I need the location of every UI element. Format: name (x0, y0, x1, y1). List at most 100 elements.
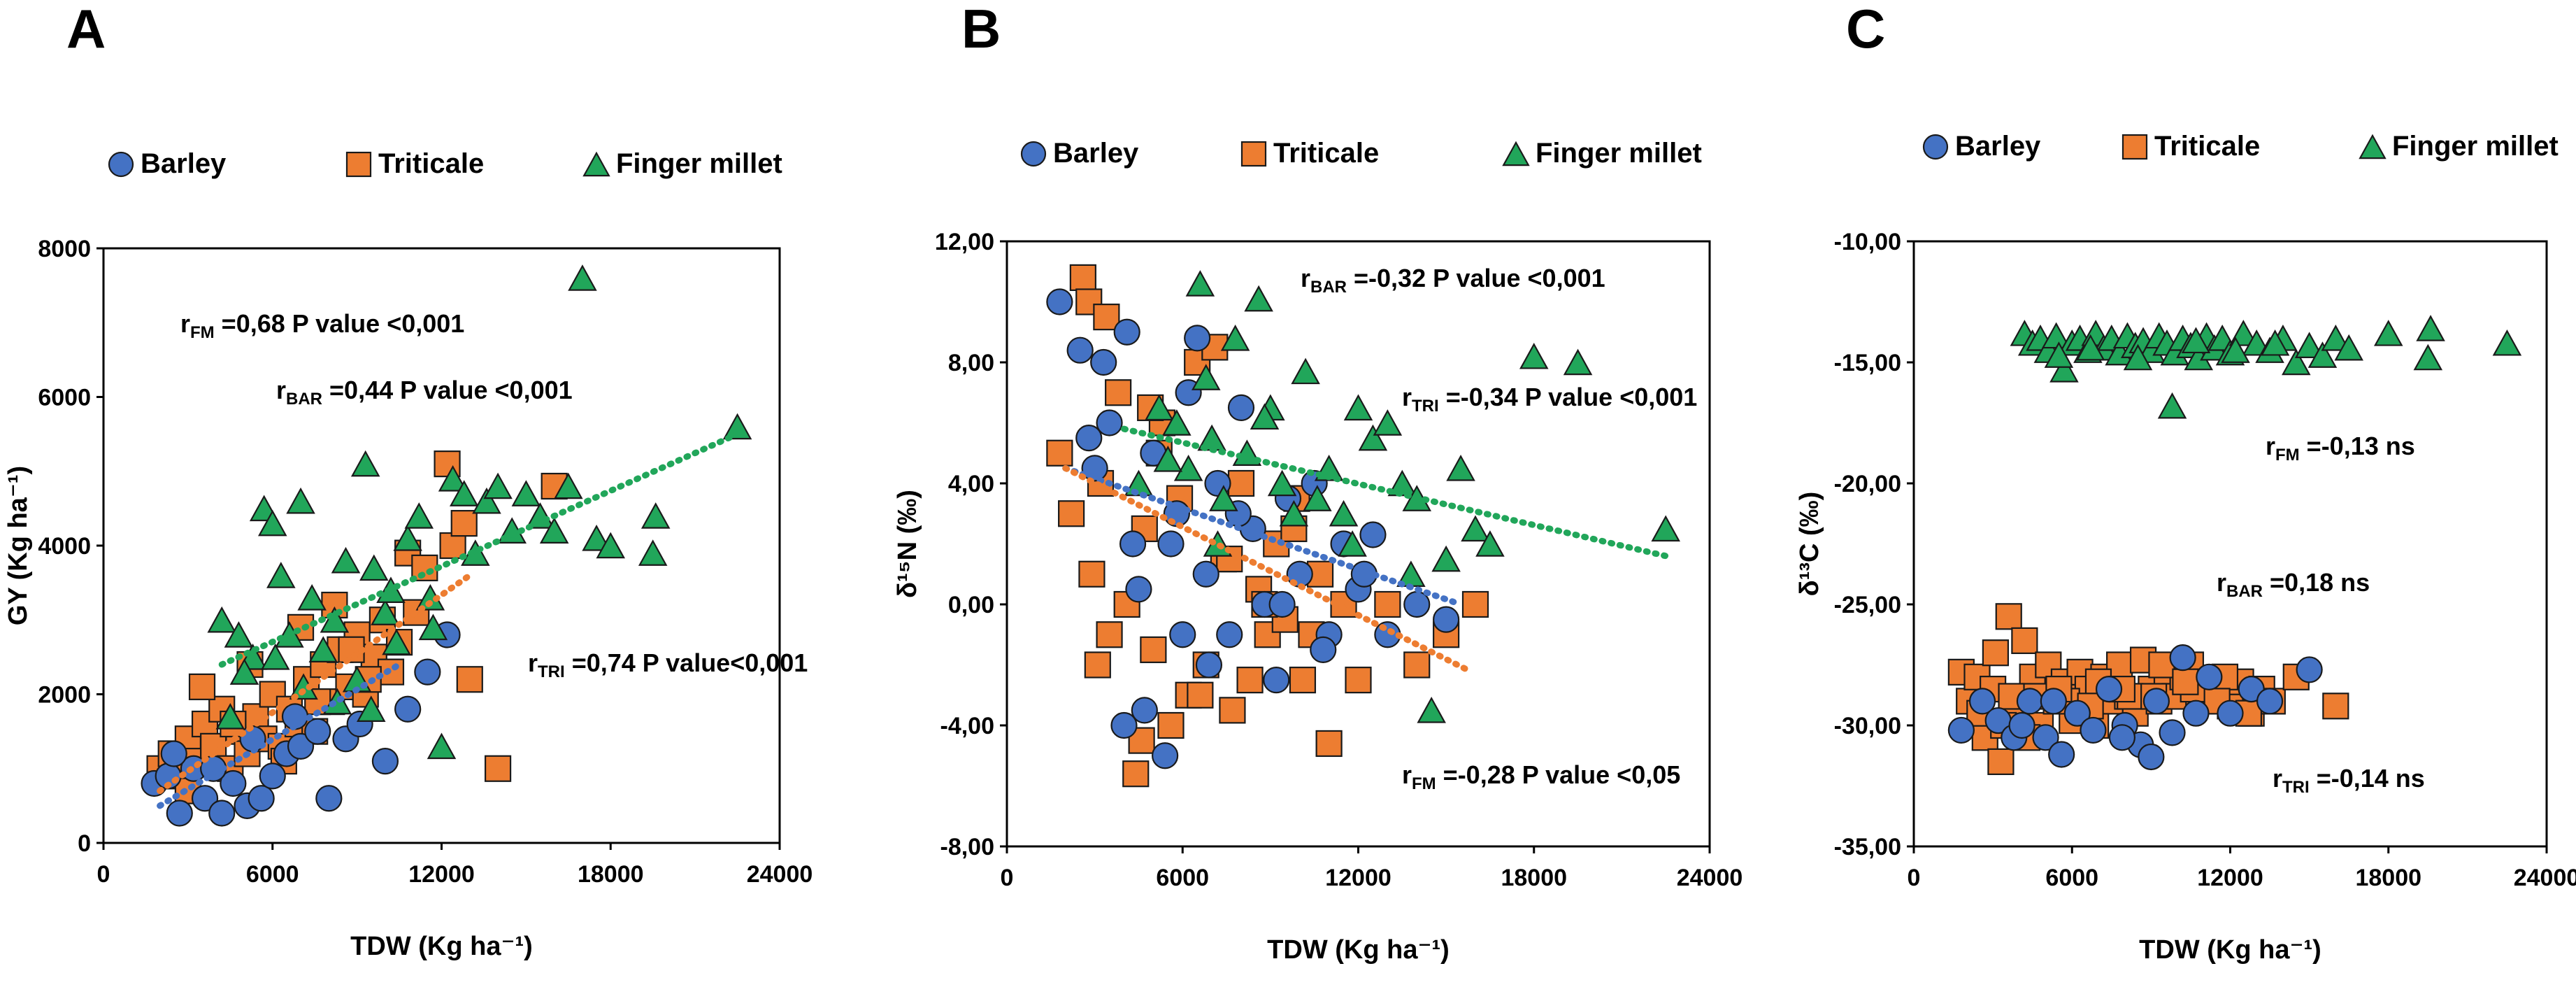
point-barley (1169, 621, 1196, 648)
series-triticale (1046, 264, 1489, 788)
point-finger-millet (2334, 334, 2363, 361)
point-finger-millet (266, 562, 296, 588)
point-barley (287, 732, 315, 760)
point-finger-millet (554, 472, 583, 499)
point-triticale (1078, 560, 1105, 588)
point-triticale (1046, 439, 1073, 467)
legend-label-barley: Barley (141, 148, 227, 179)
point-finger-millet (1431, 545, 1461, 572)
point-triticale (1058, 500, 1085, 527)
point-triticale (2172, 668, 2199, 695)
annotation-bar: rBAR =-0,32 P value <0,001 (1301, 264, 1605, 297)
legend-marker-triticale (345, 151, 372, 178)
point-barley (1075, 425, 1103, 452)
y-tick-label: 0 (78, 830, 91, 857)
point-triticale (1093, 304, 1120, 331)
point-triticale (1987, 748, 2015, 776)
series-finger-millet (1124, 270, 1680, 723)
point-barley (2040, 688, 2067, 715)
point-triticale (1345, 667, 1372, 694)
point-barley (1066, 336, 1094, 364)
x-axis-title: TDW (Kg ha⁻¹) (2139, 935, 2321, 965)
point-barley (2142, 688, 2170, 715)
legend-marker-triticale (2121, 134, 2148, 160)
point-finger-millet (2416, 315, 2445, 341)
point-finger-millet (1303, 485, 1332, 511)
point-finger-millet (393, 525, 422, 551)
legend-marker-barley (1922, 134, 1949, 160)
point-finger-millet (449, 480, 479, 506)
panel-letter-b: B (961, 0, 1001, 59)
point-finger-millet (257, 509, 287, 537)
point-triticale (1069, 264, 1096, 291)
point-finger-millet (1417, 697, 1446, 723)
point-barley (2238, 675, 2265, 703)
legend-label-finger-millet: Finger millet (1536, 138, 1702, 169)
point-triticale (411, 554, 438, 581)
point-triticale (188, 673, 216, 700)
point-barley (1157, 530, 1185, 558)
point-triticale (1113, 590, 1140, 618)
legend-marker-finger-millet (2359, 134, 2387, 159)
point-finger-millet (438, 465, 468, 492)
point-finger-millet (1338, 530, 1367, 557)
point-finger-millet (1651, 515, 1680, 542)
point-finger-millet (350, 450, 380, 477)
point-finger-millet (1209, 485, 1238, 511)
x-tick-label: 0 (1908, 865, 1921, 891)
y-tick-label: -25,00 (1834, 592, 1901, 618)
point-barley (2008, 711, 2035, 739)
point-finger-millet (582, 525, 611, 551)
point-triticale (1084, 651, 1111, 679)
x-tick-label: 6000 (246, 861, 299, 888)
legend-label-finger-millet: Finger millet (2392, 131, 2559, 162)
point-triticale (1122, 760, 1150, 788)
point-triticale (484, 755, 512, 782)
point-barley (1359, 521, 1387, 548)
point-finger-millet (1519, 342, 1549, 369)
point-barley (2196, 663, 2223, 690)
point-barley (2296, 656, 2323, 683)
annotation-fm: rFM =0,68 P value <0,001 (180, 309, 464, 342)
point-barley (1152, 742, 1179, 769)
legend-label-barley: Barley (1053, 138, 1139, 169)
point-barley (1310, 636, 1337, 663)
point-finger-millet (596, 532, 626, 559)
x-tick-label: 12000 (408, 861, 475, 888)
point-barley (2080, 716, 2107, 744)
point-barley (2048, 741, 2075, 768)
point-finger-millet (2049, 356, 2079, 383)
point-triticale (450, 510, 478, 537)
y-tick-label: -35,00 (1834, 834, 1901, 860)
legend-marker-finger-millet (582, 151, 610, 177)
x-tick-label: 18000 (578, 861, 644, 888)
point-barley (208, 800, 236, 827)
point-finger-millet (2321, 325, 2351, 351)
point-barley (1192, 560, 1219, 588)
point-finger-millet (1358, 424, 1388, 451)
annotation-bar: rBAR =0,18 ns (2217, 568, 2370, 601)
point-triticale (1236, 667, 1264, 694)
x-tick-label: 24000 (1677, 865, 1743, 891)
panel-a-gy-vs-tdw: 0 6000 12000 18000 24000 0 2000 4000 6000 8000 TDW… (3, 148, 813, 961)
point-barley (2095, 675, 2123, 703)
trendline-finger-millet (218, 431, 741, 668)
point-finger-millet (427, 732, 457, 760)
point-finger-millet (638, 539, 668, 566)
point-finger-millet (286, 487, 315, 514)
y-tick-label: 8000 (38, 236, 91, 262)
trendline-barley (157, 661, 403, 809)
point-finger-millet (308, 636, 338, 662)
point-barley (2256, 688, 2284, 715)
y-axis-title: δ¹⁵N (‰) (893, 490, 922, 598)
y-tick-label: -10,00 (1834, 229, 1901, 255)
point-finger-millet (1373, 409, 1403, 436)
point-finger-millet (261, 644, 290, 670)
panel-b-d15n-vs-tdw: 0 6000 12000 18000 24000 -8,00 -4,00 0,00 4,00 8,… (893, 138, 1743, 965)
point-finger-millet (1279, 499, 1309, 527)
legend-label-triticale: Triticale (378, 148, 484, 179)
point-triticale (1105, 379, 1132, 406)
point-finger-millet (2157, 392, 2187, 419)
point-barley (1113, 318, 1140, 346)
